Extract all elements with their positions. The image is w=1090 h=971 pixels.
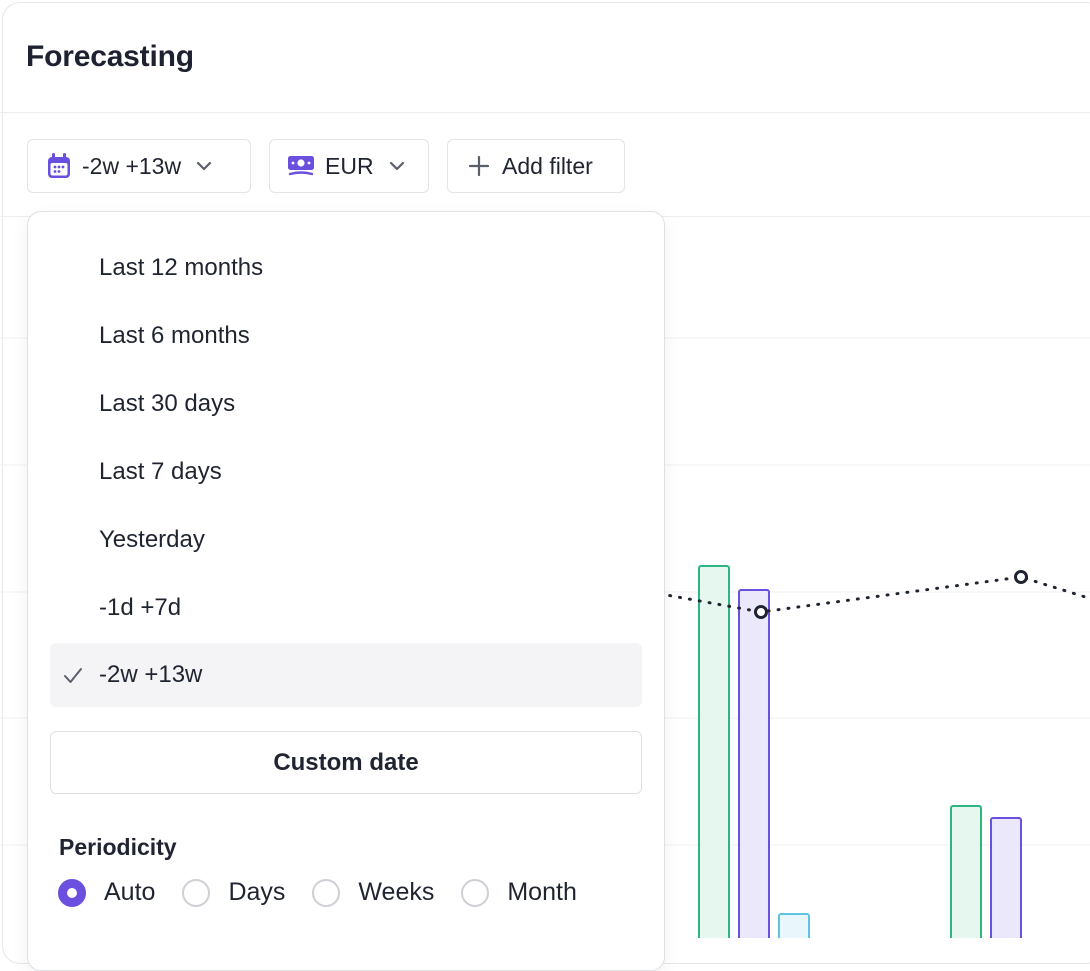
- date-option-label: Last 12 months: [99, 254, 264, 281]
- radio-indicator[interactable]: [312, 878, 341, 907]
- calendar-icon: [46, 152, 72, 180]
- date-range-label: -2w +13w: [82, 152, 182, 179]
- periodicity-label: Weeks: [358, 878, 435, 906]
- date-option-item[interactable]: Last 12 months: [50, 236, 642, 300]
- radio-indicator[interactable]: [182, 878, 211, 907]
- chevron-down-icon: [388, 160, 406, 172]
- date-option-item[interactable]: Last 6 months: [50, 304, 642, 368]
- date-option-item[interactable]: Last 7 days: [50, 440, 642, 504]
- chart-line-marker: [1014, 570, 1028, 584]
- periodicity-label: Days: [228, 878, 286, 906]
- date-option-item[interactable]: -1d +7d: [50, 576, 642, 640]
- periodicity-radio[interactable]: Month: [461, 878, 577, 907]
- chart-bar-green: [950, 805, 982, 938]
- add-filter-label: Add filter: [502, 152, 593, 179]
- date-option-label: Last 7 days: [99, 458, 222, 485]
- currency-label: EUR: [325, 152, 374, 179]
- date-option-label: Yesterday: [99, 526, 205, 553]
- date-option-item[interactable]: -2w +13w: [50, 643, 642, 707]
- chart-bar-green: [698, 565, 730, 938]
- chart-bar-purple: [990, 817, 1022, 938]
- periodicity-radio[interactable]: Weeks: [312, 878, 434, 907]
- radio-indicator[interactable]: [461, 878, 490, 907]
- date-option-item[interactable]: Yesterday: [50, 508, 642, 572]
- periodicity-radio[interactable]: Auto: [58, 878, 155, 907]
- page-header: Forecasting: [0, 0, 1090, 113]
- date-range-dropdown: Last 12 months Last 6 months Last 30 days L…: [27, 211, 665, 971]
- banknote-icon: [287, 154, 315, 178]
- forecast-chart: [0, 337, 1090, 938]
- chart-bar-purple: [738, 589, 770, 938]
- page-title: Forecasting: [26, 40, 194, 73]
- chart-bar-blue: [778, 913, 810, 938]
- periodicity-label: Auto: [104, 878, 156, 906]
- radio-indicator[interactable]: [58, 878, 86, 907]
- date-option-label: -2w +13w: [99, 661, 203, 688]
- chart-line-marker: [754, 605, 768, 619]
- date-option-label: Last 6 months: [99, 322, 250, 349]
- date-range-button[interactable]: -2w +13w: [27, 139, 251, 193]
- plus-icon: [468, 155, 490, 177]
- periodicity-title: Periodicity: [59, 834, 177, 860]
- periodicity-label: Month: [507, 878, 577, 906]
- chevron-down-icon: [195, 160, 213, 172]
- date-option-label: Last 30 days: [99, 390, 236, 417]
- add-filter-button[interactable]: Add filter: [447, 139, 625, 193]
- check-icon: [63, 665, 83, 685]
- periodicity-radio[interactable]: Days: [182, 878, 285, 907]
- custom-date-button[interactable]: Custom date: [50, 731, 642, 794]
- periodicity-radio-group: Auto Days Weeks Month: [58, 878, 604, 907]
- date-option-label: -1d +7d: [99, 594, 182, 621]
- currency-button[interactable]: EUR: [269, 139, 429, 193]
- date-option-item[interactable]: Last 30 days: [50, 372, 642, 436]
